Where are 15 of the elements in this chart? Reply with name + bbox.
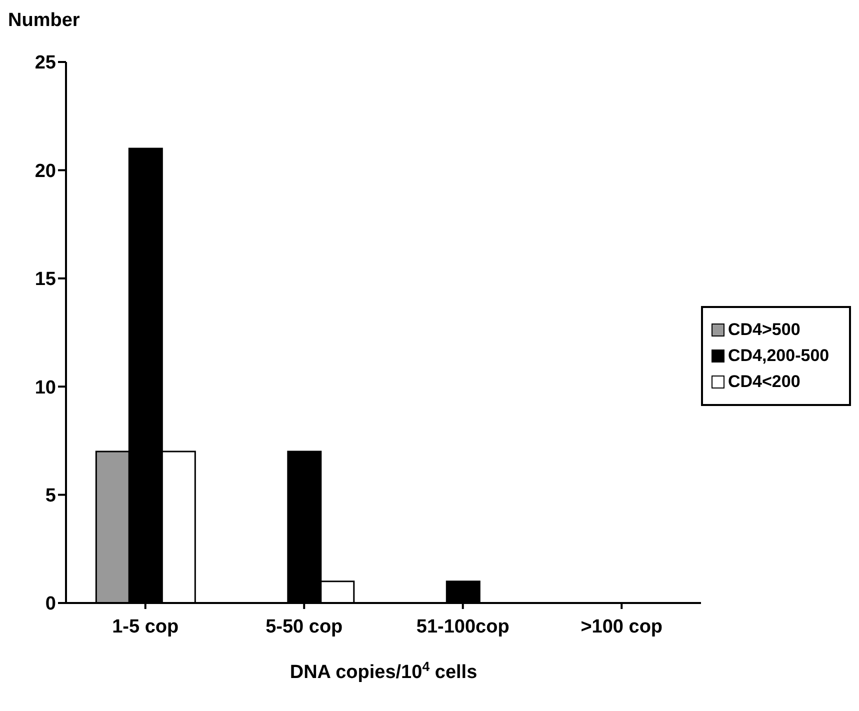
x-axis-title: DNA copies/10$^{4}$ cells (290, 658, 478, 683)
y-tick-label: 5 (45, 486, 56, 507)
legend-label: CD4<200 (728, 372, 800, 392)
x-tick-label: >100 cop (580, 616, 663, 638)
x-tick-label: 1-5 cop (112, 616, 179, 638)
y-tick-label: 10 (34, 377, 56, 398)
y-tick-label: 15 (34, 269, 56, 290)
y-tick-label: 20 (34, 160, 56, 182)
legend-label: CD4,200-500 (728, 346, 830, 366)
y-axis-title: Number (8, 10, 80, 32)
y-tick-label: 25 (34, 52, 56, 74)
x-tick-label: 51-100cop (416, 616, 510, 638)
y-tick-label: 0 (45, 594, 56, 615)
legend-label: CD4>500 (728, 320, 800, 340)
x-tick-label: 5-50 cop (266, 616, 343, 638)
